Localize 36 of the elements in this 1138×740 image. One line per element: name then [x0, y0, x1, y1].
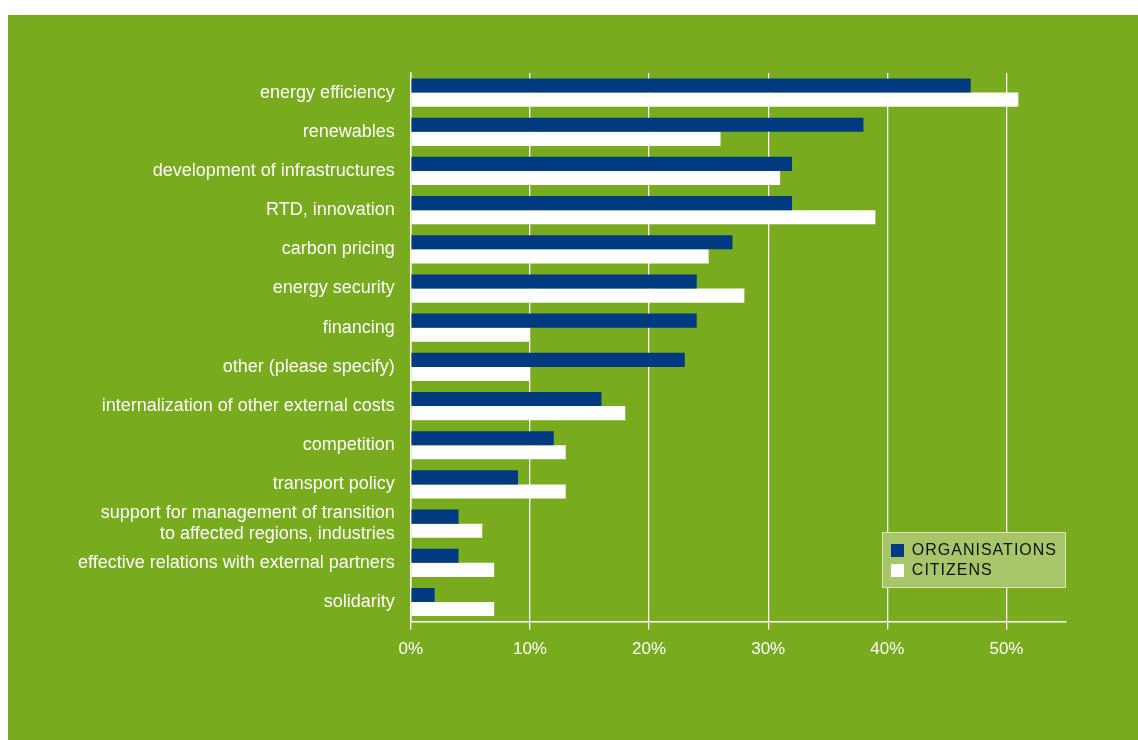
- bar: [411, 352, 685, 367]
- y-tick-label: energy security: [272, 277, 395, 298]
- y-tick-label: solidarity: [323, 590, 395, 611]
- bar: [411, 587, 435, 603]
- y-tick-label: carbon pricing: [281, 238, 395, 259]
- x-tick-label: 50%: [989, 639, 1024, 659]
- y-tick-label: development of infrastructures: [152, 159, 395, 180]
- legend-label: CITIZENS: [911, 561, 993, 579]
- bar: [411, 313, 697, 328]
- x-tick-label: 20%: [632, 639, 667, 659]
- bar: [411, 548, 459, 563]
- y-tick-label: renewables: [302, 120, 395, 141]
- bar: [411, 509, 459, 524]
- x-tick-label: 30%: [751, 639, 786, 659]
- bar: [411, 391, 602, 407]
- x-tick-label: 10%: [512, 639, 547, 659]
- y-tick-label: other (please specify): [222, 355, 395, 376]
- legend-label: ORGANISATIONS: [911, 541, 1057, 559]
- y-tick-label: competition: [302, 434, 395, 455]
- bar: [411, 196, 793, 211]
- bar: [411, 470, 519, 485]
- bar: [411, 235, 733, 250]
- bar: [411, 274, 697, 289]
- bar: [411, 156, 793, 171]
- bar: [411, 117, 864, 132]
- y-tick-label: internalization of other external costs: [101, 395, 395, 416]
- y-tick-label: transport policy: [272, 473, 395, 494]
- y-tick-label: support for management of transition to affected regions, industries: [100, 501, 395, 544]
- x-tick-label: 0%: [398, 639, 424, 659]
- y-tick-label: financing: [322, 316, 395, 337]
- bar: [411, 78, 971, 93]
- x-tick-label: 40%: [870, 639, 905, 659]
- y-tick-label: energy efficiency: [260, 81, 395, 102]
- y-tick-label: effective relations with external partners: [78, 551, 395, 572]
- bar: [411, 431, 554, 446]
- y-tick-label: RTD, innovation: [266, 199, 395, 220]
